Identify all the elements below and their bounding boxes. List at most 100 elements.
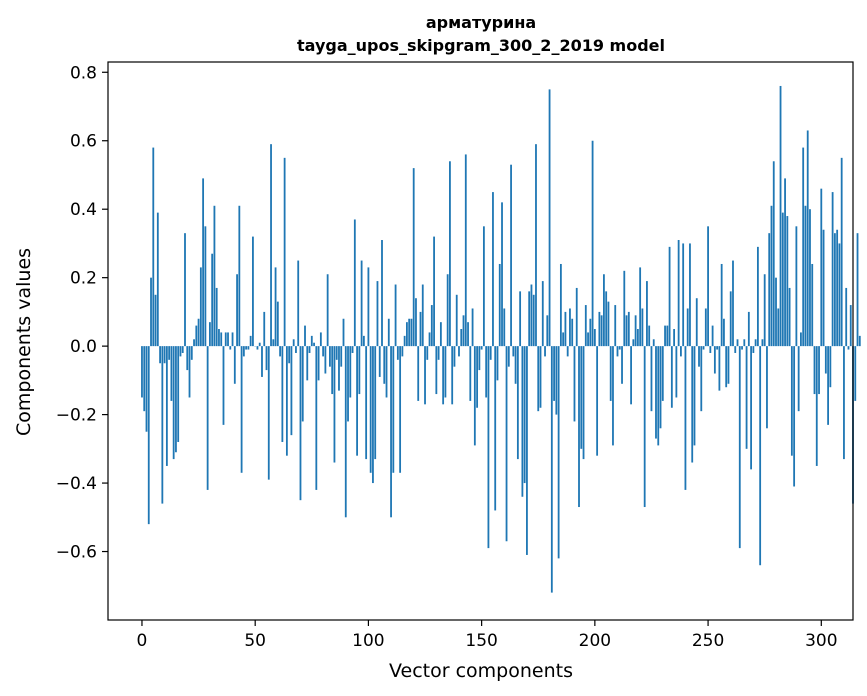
- bar: [147, 346, 150, 525]
- x-tick-label: 100: [352, 631, 384, 651]
- bar: [387, 318, 390, 347]
- bar: [175, 346, 177, 453]
- bar: [571, 318, 574, 347]
- bar: [856, 233, 859, 347]
- bar: [775, 277, 777, 347]
- bar: [526, 346, 528, 555]
- bar: [627, 311, 630, 347]
- bar: [573, 346, 576, 422]
- bar: [514, 346, 517, 384]
- bar: [858, 335, 861, 347]
- bar: [689, 243, 691, 347]
- bar: [242, 346, 245, 357]
- bar: [265, 346, 268, 371]
- bar: [734, 346, 737, 353]
- bar: [575, 287, 578, 347]
- bar: [557, 346, 560, 559]
- bar: [741, 346, 743, 350]
- bar: [840, 157, 843, 347]
- y-tick-label: 0.4: [70, 200, 97, 220]
- x-tick-label: 150: [465, 631, 497, 651]
- bar: [569, 308, 571, 347]
- bar: [485, 346, 488, 398]
- bar: [700, 346, 703, 412]
- bar: [163, 346, 166, 364]
- bar: [335, 346, 338, 360]
- bar: [383, 346, 386, 384]
- bar: [548, 89, 551, 347]
- bar: [680, 346, 682, 357]
- bar: [412, 168, 415, 347]
- bar: [824, 346, 827, 374]
- bar: [469, 346, 472, 401]
- bar: [598, 311, 601, 347]
- bar: [584, 305, 587, 347]
- bar: [292, 339, 295, 347]
- bar: [836, 229, 839, 347]
- bar: [743, 339, 746, 347]
- bar: [562, 332, 565, 347]
- bar: [704, 308, 707, 347]
- bar: [381, 240, 383, 347]
- bar: [161, 346, 164, 504]
- bar: [353, 219, 356, 347]
- bar: [406, 322, 408, 347]
- bar: [419, 311, 422, 347]
- bar: [593, 329, 596, 347]
- bar: [231, 332, 234, 347]
- chart-title-line-2: tayga_upos_skipgram_300_2_2019 model: [297, 36, 665, 55]
- bar: [306, 346, 309, 381]
- bar: [668, 246, 671, 347]
- bar: [430, 305, 433, 347]
- bar: [478, 346, 481, 371]
- bar: [634, 315, 637, 347]
- bar: [297, 260, 300, 347]
- bar: [433, 236, 435, 347]
- bar: [802, 147, 805, 347]
- bar: [193, 339, 195, 347]
- bar: [181, 346, 184, 353]
- bar: [854, 346, 857, 401]
- bar: [351, 346, 354, 353]
- bar: [523, 346, 526, 484]
- bar: [578, 346, 580, 508]
- bar: [476, 346, 479, 408]
- bar: [329, 346, 331, 367]
- y-tick-label: 0.8: [70, 63, 97, 83]
- bar: [684, 346, 687, 490]
- bar: [460, 329, 463, 347]
- bar: [372, 346, 374, 484]
- bar: [394, 284, 397, 347]
- bar: [652, 339, 655, 347]
- bar: [501, 202, 503, 347]
- bar: [612, 346, 614, 446]
- bar: [845, 287, 848, 347]
- bar: [168, 346, 171, 360]
- y-tick-label: −0.4: [56, 474, 97, 494]
- bar: [455, 294, 458, 347]
- bar: [449, 161, 451, 347]
- bar: [252, 236, 254, 347]
- bar: [347, 346, 349, 422]
- bar: [295, 346, 297, 353]
- bar: [829, 346, 832, 388]
- bar: [811, 263, 814, 347]
- bar: [487, 346, 490, 549]
- bar: [632, 339, 635, 347]
- bar: [564, 311, 567, 347]
- x-tick-label: 250: [692, 631, 724, 651]
- bar: [682, 243, 685, 347]
- bar: [555, 346, 558, 415]
- bar: [396, 346, 399, 360]
- y-tick-label: 0.6: [70, 132, 97, 152]
- bar: [691, 346, 694, 463]
- bar: [646, 281, 648, 347]
- bar: [600, 315, 603, 347]
- bar: [498, 263, 501, 347]
- bar: [324, 346, 327, 374]
- bar: [636, 329, 639, 347]
- bar: [482, 226, 485, 347]
- bar: [729, 291, 732, 347]
- bar: [521, 346, 524, 497]
